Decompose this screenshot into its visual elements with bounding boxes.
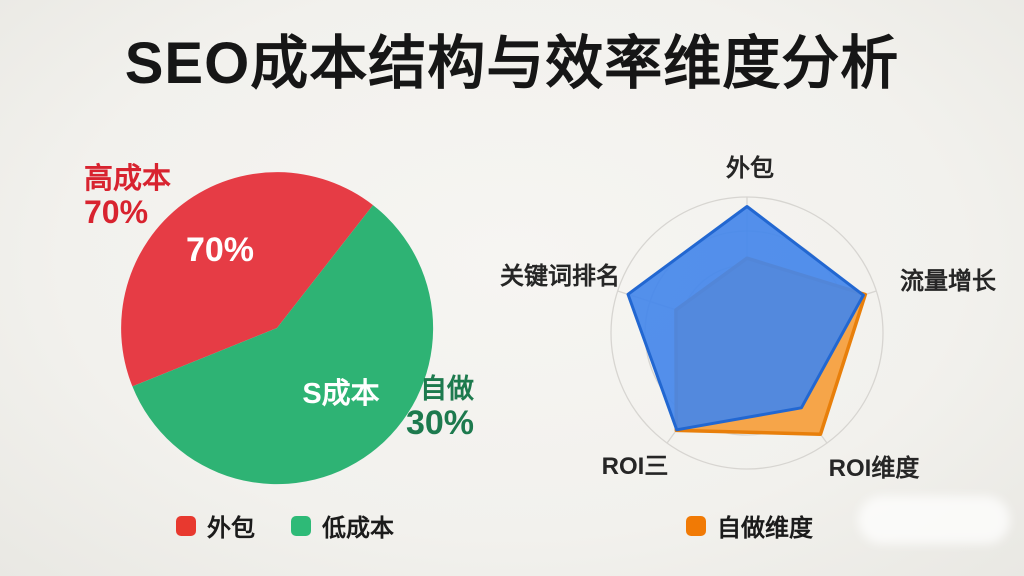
legend-item-outsource: 外包 — [176, 508, 255, 543]
pie-slice-name-label: S成本 — [302, 378, 380, 410]
page-title: SEO成本结构与效率维度分析 — [124, 31, 900, 96]
legend-item-low-cost: 低成本 — [291, 508, 394, 543]
radar-series-1 — [626, 205, 865, 432]
radar-axis-label-outsource: 外包 — [726, 155, 774, 182]
legend-swatch-red — [176, 515, 196, 536]
pie-callout-diy: 自做 30% — [356, 374, 474, 442]
radar-axis-label-keyword-ranking: 关键词排名 — [500, 263, 620, 290]
legend-label-outsource: 外包 — [207, 515, 255, 542]
legend-swatch-orange — [686, 515, 706, 536]
callout-high-cost-text: 高成本 — [84, 163, 172, 195]
callout-high-cost-percent: 70% — [84, 194, 149, 231]
legend-label-low-cost: 低成本 — [322, 515, 394, 542]
pie-slice-value-label: 70% — [185, 231, 255, 269]
radar-axis-label-traffic-growth: 流量增长 — [900, 268, 996, 295]
pie-chart — [121, 172, 434, 485]
watermark-blob — [858, 496, 1010, 544]
radar-legend: 自做维度 — [686, 508, 813, 543]
radar-chart — [610, 196, 884, 470]
pie-slice-1 — [132, 205, 434, 485]
pie-legend: 外包 低成本 — [176, 508, 394, 543]
legend-label-diy-dimension: 自做维度 — [717, 515, 813, 542]
radar-axis-label-roi-three: ROI三 — [601, 453, 669, 480]
pie-callout-high-cost: 高成本 70% — [84, 163, 171, 231]
callout-diy-percent: 30% — [405, 404, 474, 443]
legend-swatch-green — [291, 515, 311, 536]
callout-diy-text: 自做 — [420, 374, 474, 404]
legend-item-diy-dimension: 自做维度 — [686, 508, 813, 543]
pie-slice-0 — [121, 172, 373, 387]
radar-axis-label-roi-dimension: ROI维度 — [828, 455, 920, 482]
